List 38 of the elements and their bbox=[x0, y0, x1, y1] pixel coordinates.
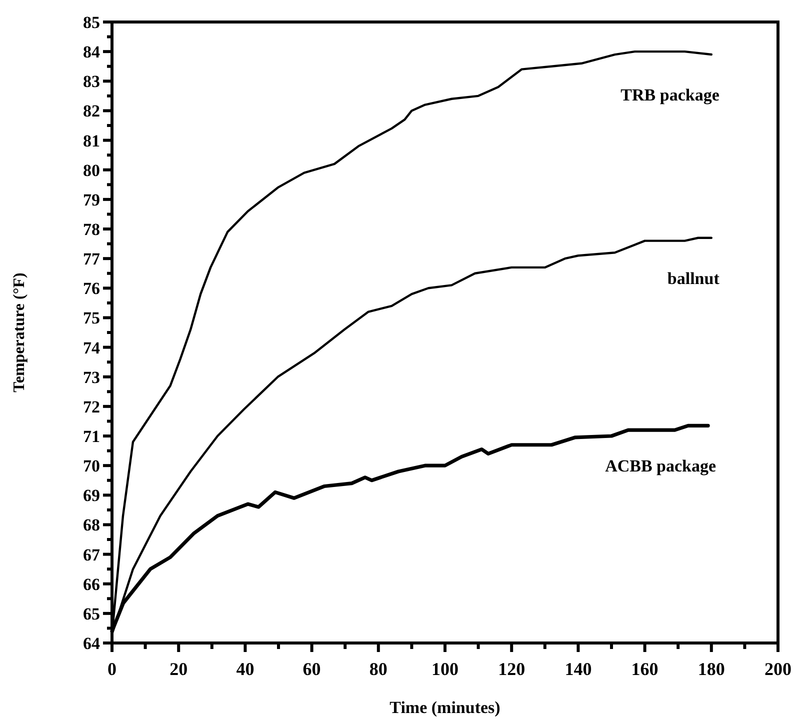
x-tick-label: 200 bbox=[764, 659, 792, 679]
y-tick-label: 83 bbox=[83, 72, 100, 92]
y-tick-label: 71 bbox=[83, 427, 100, 446]
x-tick-label: 160 bbox=[631, 659, 658, 679]
x-axis-title: Time (minutes) bbox=[390, 698, 500, 717]
x-tick-label: 100 bbox=[432, 659, 458, 679]
y-tick-label: 73 bbox=[83, 368, 100, 387]
y-tick-label: 76 bbox=[83, 279, 100, 298]
y-tick-label: 64 bbox=[83, 634, 100, 653]
y-axis-title: Temperature (°F) bbox=[11, 272, 28, 392]
y-tick-label: 82 bbox=[83, 102, 100, 121]
x-tick-label: 80 bbox=[369, 659, 388, 679]
x-tick-label: 140 bbox=[564, 659, 592, 679]
y-tick-label: 74 bbox=[83, 338, 100, 358]
y-tick-label: 66 bbox=[83, 574, 100, 594]
y-tick-label: 79 bbox=[83, 190, 100, 210]
x-tick-label: 120 bbox=[498, 659, 526, 679]
y-tick-label: 77 bbox=[83, 250, 100, 269]
y-tick-label: 67 bbox=[83, 545, 100, 564]
series-label: TRB package bbox=[620, 86, 720, 105]
y-tick-label: 80 bbox=[83, 160, 100, 180]
y-tick-label: 69 bbox=[83, 486, 100, 506]
y-tick-label: 70 bbox=[83, 456, 100, 476]
y-tick-label: 85 bbox=[83, 13, 100, 32]
x-tick-label: 60 bbox=[302, 659, 321, 679]
y-tick-label: 75 bbox=[83, 308, 100, 328]
series-label: ballnut bbox=[667, 268, 720, 288]
y-tick-label: 81 bbox=[83, 131, 100, 150]
y-tick-label: 78 bbox=[83, 220, 100, 239]
y-tick-label: 65 bbox=[83, 604, 100, 624]
x-tick-label: 180 bbox=[698, 659, 725, 679]
series-label: ACBB package bbox=[605, 456, 717, 476]
x-tick-label: 20 bbox=[170, 659, 188, 679]
y-tick-label: 68 bbox=[83, 516, 100, 535]
x-tick-label: 40 bbox=[236, 659, 254, 679]
y-tick-label: 84 bbox=[83, 42, 100, 62]
y-tick-label: 72 bbox=[83, 397, 100, 416]
x-tick-label: 0 bbox=[108, 659, 116, 679]
